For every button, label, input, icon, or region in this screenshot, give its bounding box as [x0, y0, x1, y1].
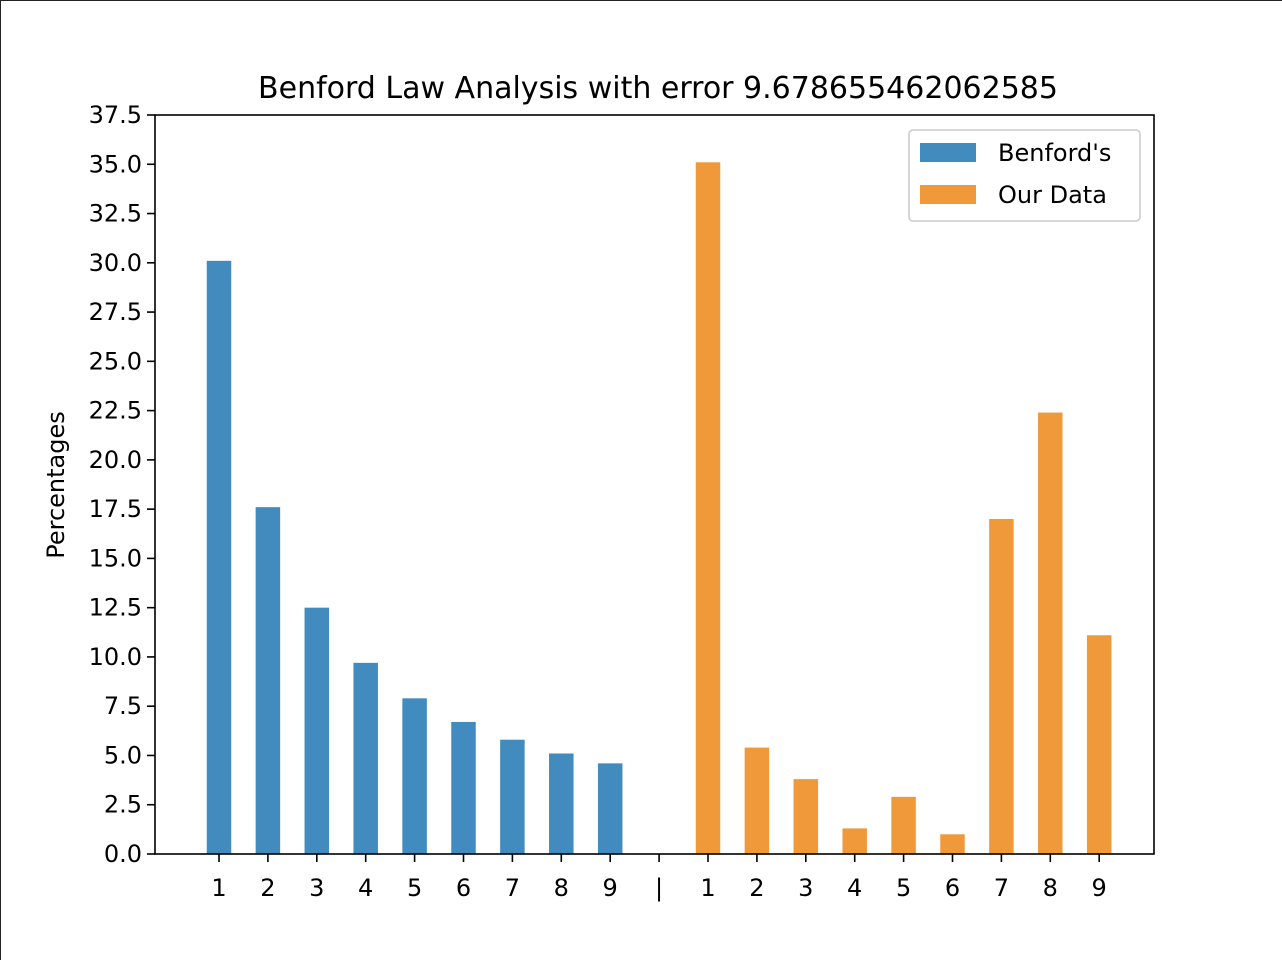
- bars-group: [206, 162, 1112, 854]
- y-tick-label: 25.0: [89, 347, 142, 375]
- window-left-border: [0, 0, 1, 960]
- x-tick-label: 9: [603, 874, 618, 902]
- x-tick-label: 4: [358, 874, 373, 902]
- bar-benfords-1: [206, 260, 232, 854]
- y-axis-ticks: 0.0 2.5 5.0 7.5 10.0 12.5 15.0 17.5 20.0 22.5 25.0…: [89, 101, 155, 868]
- window-top-border: [0, 0, 1282, 1]
- x-tick-label: 9: [1092, 874, 1107, 902]
- y-tick-label: 20.0: [89, 446, 142, 474]
- bar-benfords-4: [353, 662, 378, 854]
- bar-our-data-6: [940, 834, 965, 854]
- legend-swatch: [920, 185, 976, 204]
- bar-benfords-2: [255, 507, 281, 854]
- bar-our-data-1: [695, 162, 721, 854]
- x-tick-label: 8: [554, 874, 569, 902]
- legend: Benford's Our Data: [908, 129, 1141, 222]
- y-tick-label: 35.0: [89, 150, 142, 178]
- x-tick-label: 3: [309, 874, 324, 902]
- bar-benfords-9: [597, 763, 623, 854]
- plot-frame: [154, 114, 1155, 855]
- y-axis-label: Percentages: [42, 411, 70, 559]
- bar-our-data-2: [744, 747, 770, 854]
- chart-title: Benford Law Analysis with error 9.678655…: [258, 71, 1058, 106]
- y-tick-label: 5.0: [104, 741, 142, 769]
- x-tick-label: 2: [749, 874, 764, 902]
- y-tick-label: 22.5: [89, 397, 142, 425]
- bar-our-data-3: [793, 779, 819, 854]
- x-tick-label: 4: [847, 874, 862, 902]
- y-tick-label: 7.5: [104, 692, 142, 720]
- x-tick-label: 6: [945, 874, 960, 902]
- y-tick-label: 0.0: [104, 840, 142, 868]
- bar-benfords-3: [304, 607, 330, 854]
- legend-label: Our Data: [998, 181, 1107, 209]
- y-tick-label: 2.5: [104, 791, 142, 819]
- bar-benfords-8: [549, 753, 574, 854]
- bar-our-data-7: [989, 518, 1014, 854]
- bar-our-data-4: [842, 828, 867, 854]
- x-tick-label: 5: [407, 874, 422, 902]
- x-tick-label: 6: [456, 874, 471, 902]
- legend-label: Benford's: [998, 139, 1111, 167]
- x-tick-label: 3: [798, 874, 813, 902]
- y-tick-label: 27.5: [89, 298, 142, 326]
- y-tick-label: 15.0: [89, 544, 142, 572]
- y-tick-label: 10.0: [89, 643, 142, 671]
- y-tick-label: 32.5: [89, 200, 142, 228]
- x-tick-label: |: [655, 874, 663, 902]
- y-tick-label: 30.0: [89, 249, 142, 277]
- x-tick-label: 2: [260, 874, 275, 902]
- bar-benfords-6: [451, 721, 476, 854]
- x-tick-label: 5: [896, 874, 911, 902]
- bar-benfords-5: [402, 698, 427, 854]
- x-tick-label: 1: [700, 874, 715, 902]
- y-tick-label: 37.5: [89, 101, 142, 129]
- x-tick-label: 7: [994, 874, 1009, 902]
- bar-our-data-9: [1086, 635, 1112, 854]
- y-tick-label: 17.5: [89, 495, 142, 523]
- x-tick-label: 8: [1043, 874, 1058, 902]
- legend-swatch: [920, 143, 976, 162]
- x-axis-ticks: 1 2 3 4 5 6 7 8 9 | 1 2 3 4 5 6 7 8 9: [211, 854, 1107, 902]
- bar-our-data-8: [1038, 412, 1063, 854]
- y-tick-label: 12.5: [89, 594, 142, 622]
- bar-benfords-7: [500, 739, 525, 854]
- x-tick-label: 7: [505, 874, 520, 902]
- bar-our-data-5: [891, 796, 916, 854]
- x-tick-label: 1: [211, 874, 226, 902]
